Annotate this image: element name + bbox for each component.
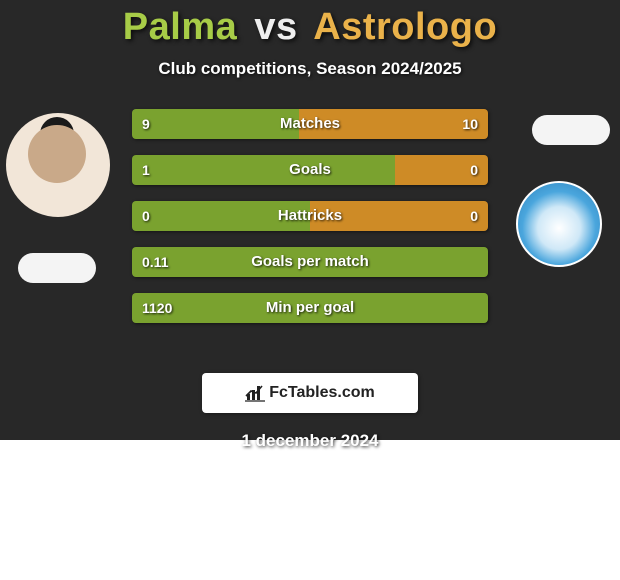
title-player1: Palma	[123, 6, 237, 48]
stat-label: Goals per match	[132, 247, 488, 277]
stat-row: 910Matches	[132, 109, 488, 139]
player2-club-logo	[516, 181, 602, 267]
stat-row: 00Hattricks	[132, 201, 488, 231]
stat-label: Min per goal	[132, 293, 488, 323]
stat-label: Goals	[132, 155, 488, 185]
player2-flag	[532, 115, 610, 145]
stat-row: 10Goals	[132, 155, 488, 185]
subtitle: Club competitions, Season 2024/2025	[0, 59, 620, 79]
stat-label: Matches	[132, 109, 488, 139]
stats-card: Palma vs Astrologo Club competitions, Se…	[0, 0, 620, 440]
stats-bars: 910Matches 10Goals 00Hattricks 0.11Goals pe…	[132, 109, 488, 339]
title-vs: vs	[254, 6, 297, 48]
date: 1 december 2024	[0, 431, 620, 451]
logo-text: FcTables.com	[269, 384, 375, 402]
player1-flag	[18, 253, 96, 283]
title-player2: Astrologo	[313, 6, 497, 48]
chart-icon	[245, 384, 265, 402]
stat-row: 1120Min per goal	[132, 293, 488, 323]
stat-row: 0.11Goals per match	[132, 247, 488, 277]
fctables-logo[interactable]: FcTables.com	[202, 373, 418, 413]
player1-avatar	[6, 113, 110, 217]
title: Palma vs Astrologo	[0, 0, 620, 49]
content-area: 910Matches 10Goals 00Hattricks 0.11Goals pe…	[0, 109, 620, 369]
stat-label: Hattricks	[132, 201, 488, 231]
